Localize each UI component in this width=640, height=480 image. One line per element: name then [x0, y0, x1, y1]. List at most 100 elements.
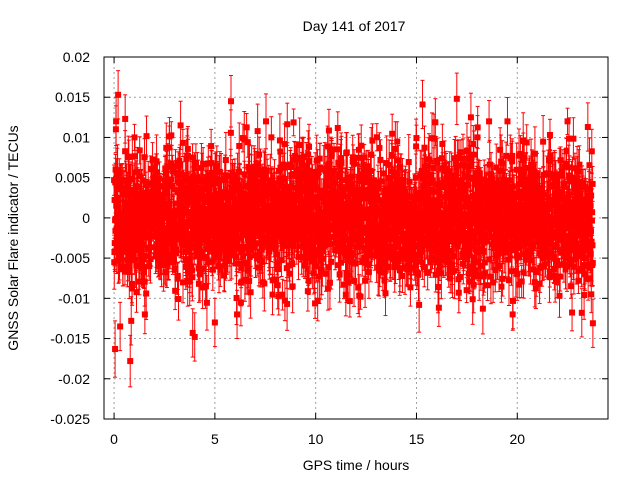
data-point — [290, 242, 297, 249]
data-point — [313, 157, 320, 164]
data-point — [248, 247, 255, 254]
data-point — [191, 242, 198, 249]
data-point — [275, 293, 282, 300]
data-point — [157, 183, 164, 190]
data-point — [187, 243, 194, 250]
data-point — [286, 270, 293, 277]
data-point — [208, 143, 215, 150]
data-point — [311, 198, 318, 205]
data-point — [305, 277, 312, 284]
data-point — [304, 187, 311, 194]
data-point — [141, 311, 148, 318]
data-point — [252, 240, 259, 247]
data-point — [271, 185, 278, 192]
data-point — [304, 212, 311, 219]
data-point — [290, 119, 297, 126]
data-point — [222, 172, 229, 179]
data-point — [310, 202, 317, 209]
data-point — [197, 253, 204, 260]
data-point — [244, 264, 251, 271]
data-point — [300, 254, 307, 261]
data-point — [179, 139, 186, 146]
data-point — [244, 139, 251, 146]
data-point — [295, 154, 302, 161]
data-point — [130, 229, 137, 236]
data-point — [259, 259, 266, 266]
data-point — [241, 136, 248, 143]
data-point — [298, 186, 305, 193]
data-point — [178, 171, 185, 178]
data-point — [310, 270, 317, 277]
data-point — [172, 265, 179, 272]
data-point — [315, 170, 322, 177]
data-point — [141, 264, 148, 271]
data-point — [133, 289, 140, 296]
data-point — [310, 180, 317, 187]
data-point — [174, 272, 181, 279]
data-point — [158, 256, 165, 263]
data-point — [254, 201, 261, 208]
data-point — [254, 128, 261, 135]
data-point — [272, 245, 279, 252]
data-point — [168, 160, 175, 167]
data-point — [166, 200, 173, 207]
data-point — [305, 151, 312, 158]
series-solar-flare-indicator — [111, 70, 596, 388]
data-point — [278, 182, 285, 189]
data-point — [116, 170, 123, 177]
data-point — [242, 259, 249, 266]
data-point — [217, 267, 224, 274]
data-point — [301, 176, 308, 183]
data-point — [214, 232, 221, 239]
data-point — [150, 202, 157, 209]
data-point — [281, 297, 288, 304]
data-point — [142, 223, 149, 230]
data-point — [276, 137, 283, 144]
data-point — [175, 295, 182, 302]
data-point — [181, 194, 188, 201]
data-point — [214, 211, 221, 218]
data-point — [255, 264, 262, 271]
data-point — [118, 176, 125, 183]
data-point — [246, 277, 253, 284]
data-point — [199, 189, 206, 196]
data-point — [304, 288, 311, 295]
data-point — [271, 276, 278, 283]
data-point — [308, 173, 315, 180]
data-point — [248, 198, 255, 205]
data-point — [220, 239, 227, 246]
data-point — [295, 176, 302, 183]
data-point — [284, 300, 291, 307]
data-point — [312, 237, 319, 244]
data-point — [121, 268, 128, 275]
data-point — [171, 186, 178, 193]
data-point — [212, 248, 219, 255]
data-point — [318, 267, 325, 274]
data-point — [236, 244, 243, 251]
data-point — [274, 251, 281, 258]
data-point — [140, 256, 147, 263]
data-point — [185, 258, 192, 265]
data-point — [183, 248, 190, 255]
data-point — [238, 264, 245, 271]
data-point — [122, 238, 129, 245]
data-point — [221, 272, 228, 279]
data-point — [147, 256, 154, 263]
data-point — [263, 118, 270, 125]
data-point — [243, 221, 250, 228]
data-point — [189, 274, 196, 281]
data-point — [227, 129, 234, 136]
data-point — [247, 240, 254, 247]
data-point — [286, 192, 293, 199]
data-point — [233, 186, 240, 193]
data-point — [137, 173, 144, 180]
data-point — [194, 240, 201, 247]
data-point — [207, 177, 214, 184]
data-point — [287, 164, 294, 171]
data-point — [196, 271, 203, 278]
data-point — [222, 247, 229, 254]
data-point — [117, 180, 124, 187]
data-point — [268, 134, 275, 141]
data-point — [190, 188, 197, 195]
data-point — [247, 289, 254, 296]
